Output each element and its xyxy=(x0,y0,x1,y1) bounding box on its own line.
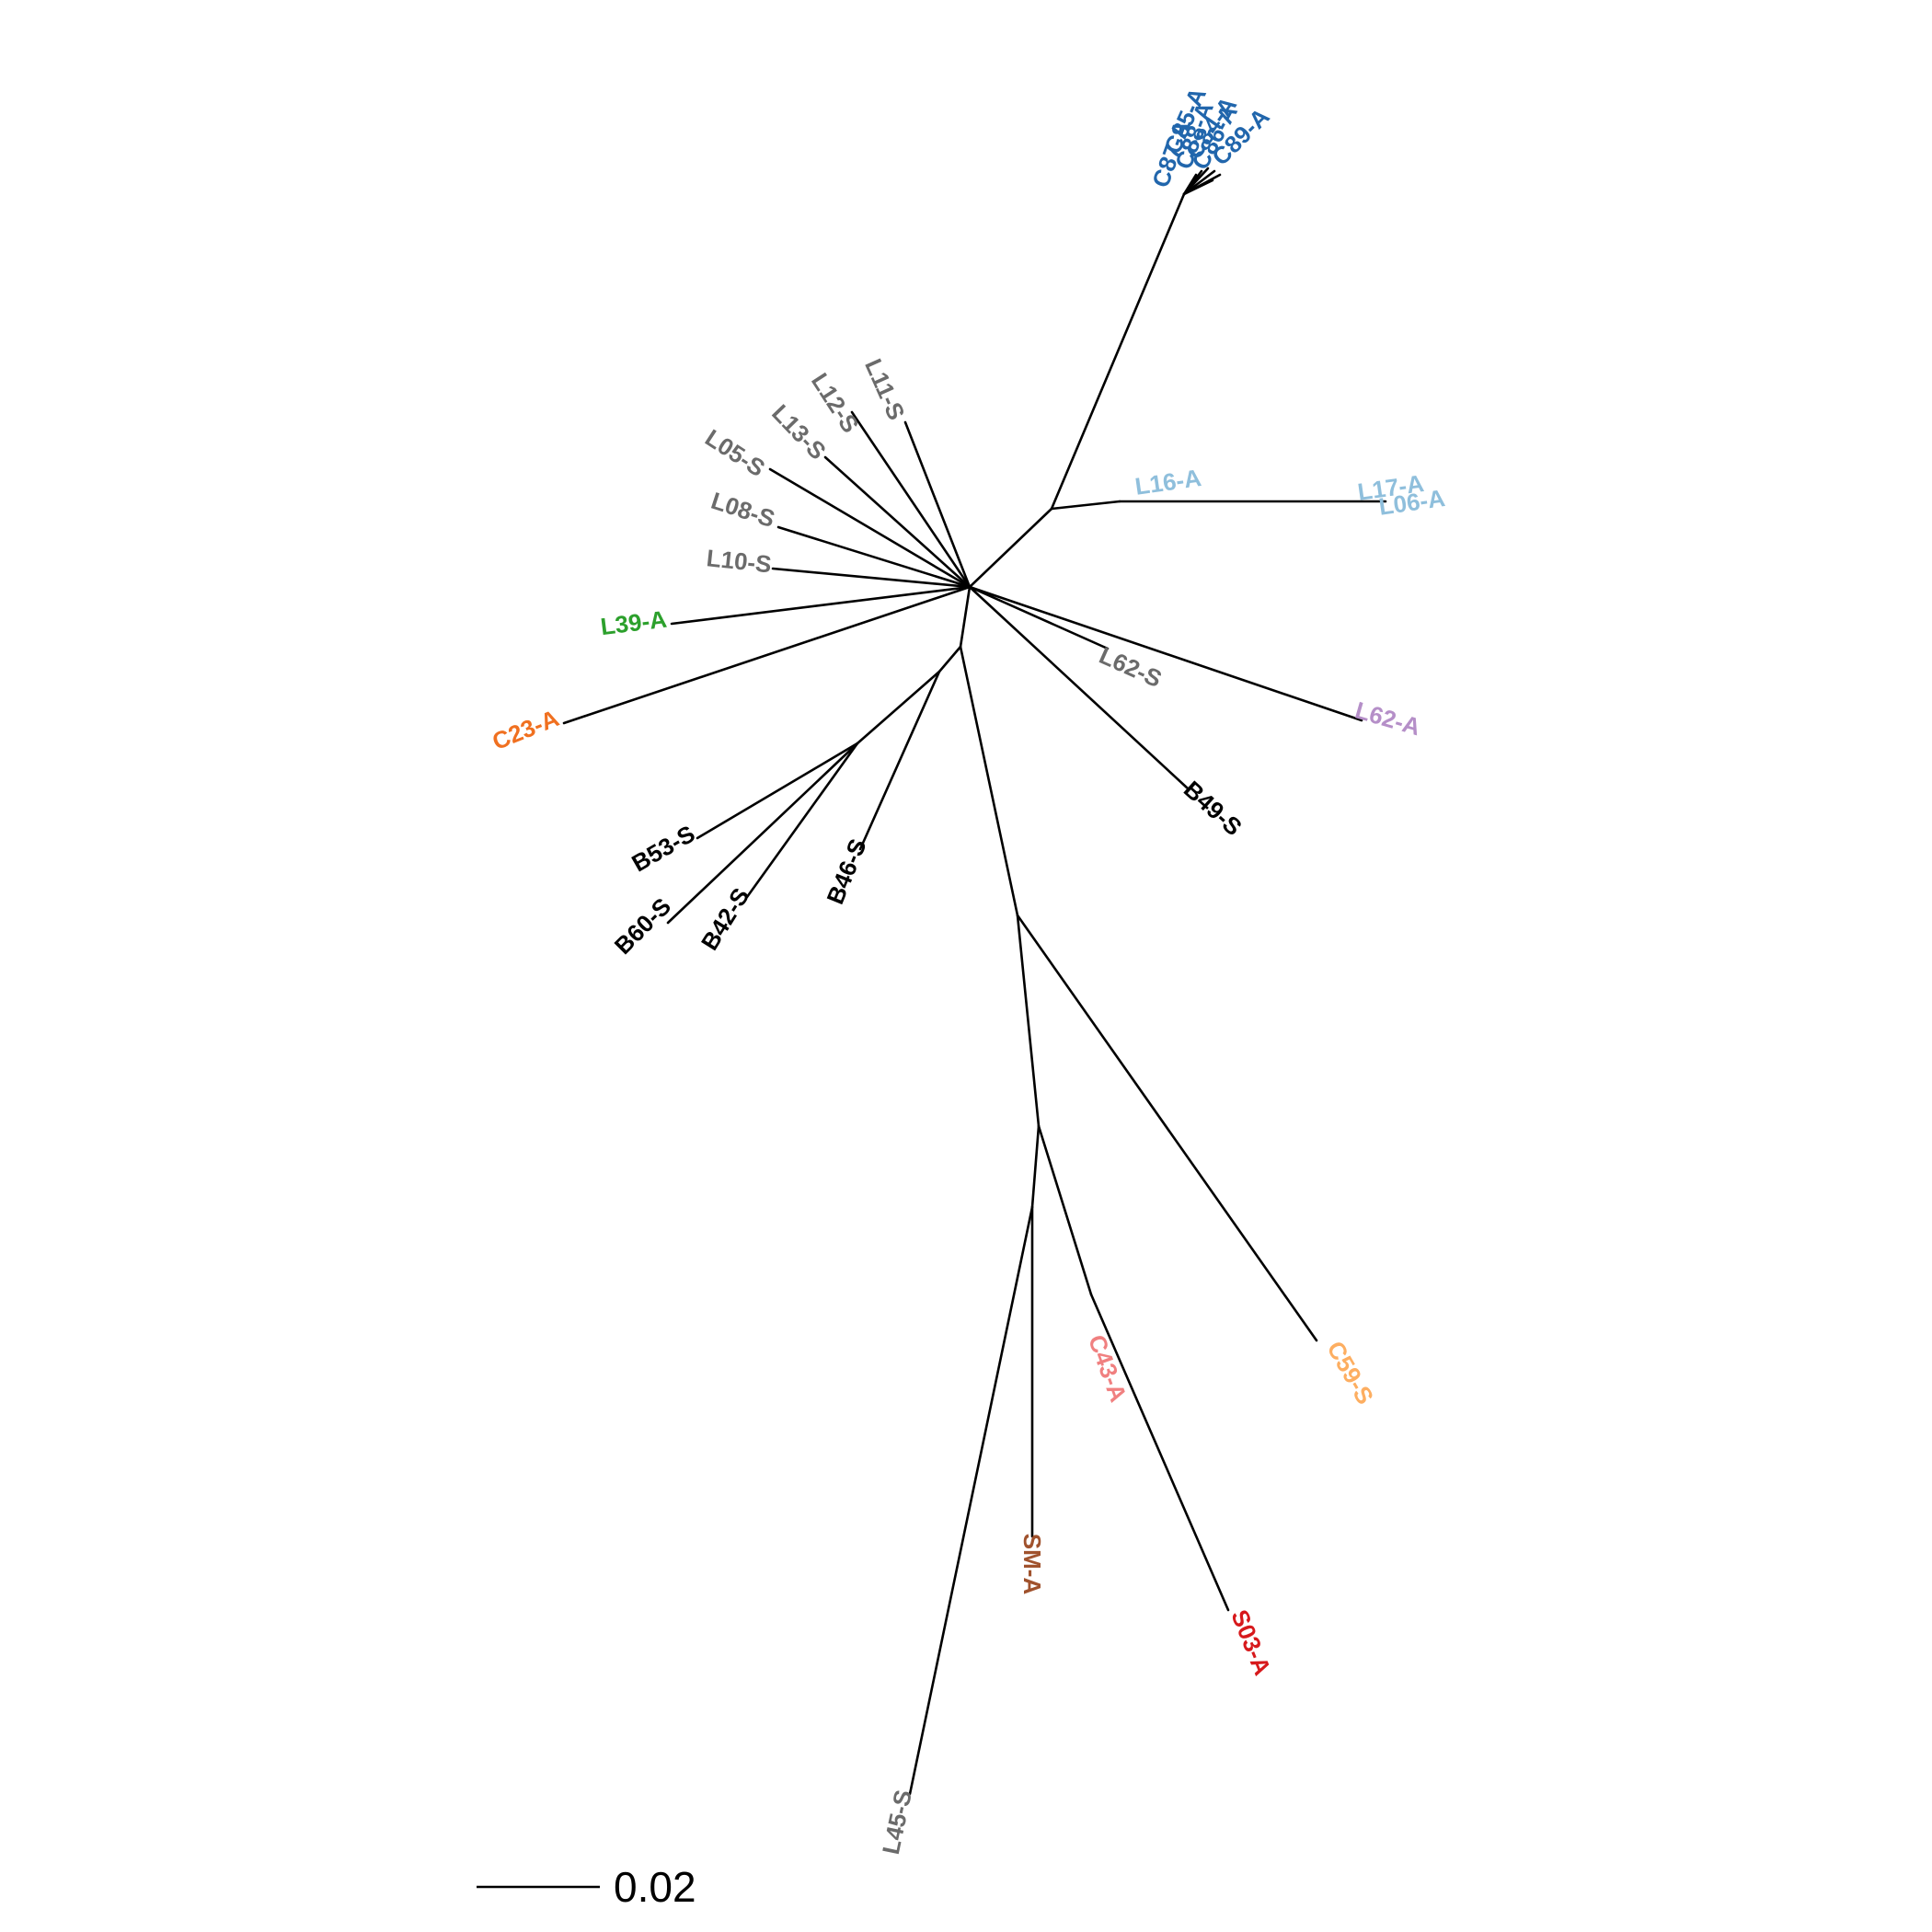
tip-label-sm: SM-A xyxy=(1018,1534,1046,1595)
tip-label-l08: L08-S xyxy=(707,487,778,533)
tip-label-l39: L39-A xyxy=(599,605,669,641)
tree-branch xyxy=(959,585,972,649)
tree-branch xyxy=(968,585,1363,722)
tree-branch xyxy=(666,742,859,925)
tree-branch xyxy=(670,585,972,626)
tree-branches xyxy=(562,167,1387,1796)
tree-branch xyxy=(823,455,972,589)
tree-branch xyxy=(745,742,859,899)
tree-branch xyxy=(1050,500,1121,511)
tree-branch xyxy=(1182,178,1214,196)
tree-branch xyxy=(1016,914,1041,1128)
tree-branch xyxy=(562,585,972,725)
tip-label-b42: B42-S xyxy=(696,883,754,955)
tree-branch xyxy=(908,1205,1034,1796)
tree-branch xyxy=(696,742,859,840)
tree-branch xyxy=(776,525,972,589)
tip-label-l05: L05-S xyxy=(700,423,770,482)
tree-branch xyxy=(856,670,941,745)
tree-branch xyxy=(903,420,972,589)
tree-branch xyxy=(968,585,1190,790)
tip-label-b46: B46-S xyxy=(821,834,871,908)
tip-label-b53: B53-S xyxy=(627,820,700,878)
tree-branch xyxy=(937,645,962,673)
tree-branch xyxy=(1037,1124,1093,1296)
tree-branch xyxy=(959,645,1019,917)
tree-branch xyxy=(1050,192,1186,511)
tip-label-c43: C43-A xyxy=(1083,1331,1133,1406)
tip-label-c23: C23-A xyxy=(489,704,563,755)
tree-branch xyxy=(1089,1293,1230,1612)
tip-label-l13: L13-S xyxy=(766,399,832,466)
tree-branch xyxy=(768,467,972,589)
tip-label-l45: L45-S xyxy=(877,1788,917,1857)
tree-branch xyxy=(968,585,1110,650)
scale-bar: 0.02 xyxy=(477,1863,696,1911)
tree-branch xyxy=(850,410,972,589)
tip-label-l10: L10-S xyxy=(705,544,773,578)
tip-label-l11: L11-S xyxy=(859,354,911,424)
tip-label-s03: S03-A xyxy=(1225,1605,1277,1679)
tip-label-l62a: L62-A xyxy=(1352,696,1424,742)
tip-label-c59: C59-S xyxy=(1321,1337,1379,1409)
tree-branch xyxy=(1016,914,1318,1342)
tip-label-b49: B49-S xyxy=(1179,776,1248,842)
tree-branch xyxy=(858,670,941,851)
tree-branch xyxy=(1030,1124,1041,1209)
scale-bar-label: 0.02 xyxy=(614,1863,696,1911)
tree-branch xyxy=(968,507,1053,589)
tip-label-l16: L16-A xyxy=(1133,464,1203,500)
tip-label-b60: B60-S xyxy=(609,892,676,960)
tree-branch xyxy=(771,567,972,589)
